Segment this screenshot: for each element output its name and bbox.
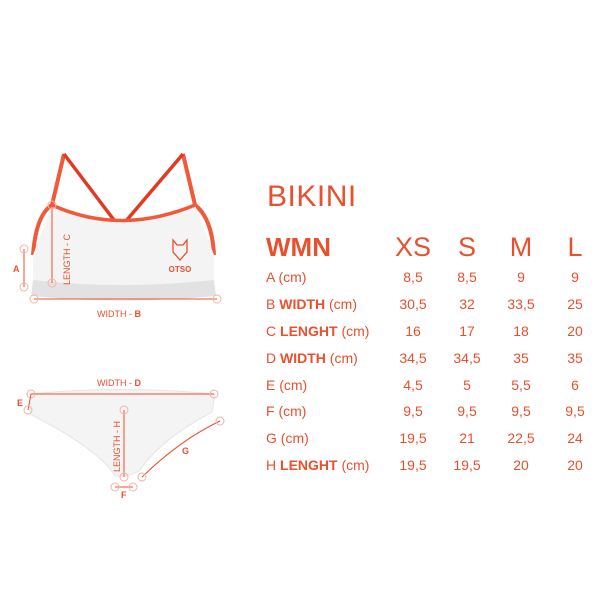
label-a: A bbox=[13, 264, 20, 274]
size-value: 21 bbox=[459, 430, 475, 447]
size-header: XS bbox=[394, 231, 432, 262]
bikini-top: OTSO A LENGTH - C WIDTH - B bbox=[13, 152, 222, 319]
size-table: WMN XS S M L A (cm) 8,5 8,5 9 9 B WIDTH (cm) 3… bbox=[266, 230, 602, 478]
size-value: 8,5 bbox=[403, 269, 423, 286]
measurement-label: G (cm) bbox=[266, 430, 309, 447]
size-value: 20 bbox=[567, 456, 583, 473]
measurement-label: A (cm) bbox=[266, 269, 307, 286]
size-value: 4,5 bbox=[403, 376, 423, 393]
otso-logo: OTSO bbox=[169, 238, 192, 274]
size-value: 6 bbox=[571, 376, 579, 393]
bikini-illustration: OTSO A LENGTH - C WIDTH - B WIDTH - D E … bbox=[13, 152, 225, 500]
size-header-row: WMN XS S M L bbox=[266, 230, 602, 264]
measurement-label: C LENGHT (cm) bbox=[266, 322, 370, 339]
size-value: 9 bbox=[517, 269, 525, 286]
size-value: 9 bbox=[571, 269, 579, 286]
label-h: LENGTH - H bbox=[112, 421, 122, 472]
table-row: A (cm) 8,5 8,5 9 9 bbox=[266, 264, 602, 291]
label-b: WIDTH - B bbox=[97, 309, 142, 319]
table-row: F (cm) 9,5 9,5 9,5 9,5 bbox=[266, 398, 602, 425]
table-row: B WIDTH (cm) 30,5 32 33,5 25 bbox=[266, 291, 602, 318]
table-row: D WIDTH (cm) 34,5 34,5 35 35 bbox=[266, 344, 602, 371]
size-value: 19,5 bbox=[399, 456, 427, 473]
size-value: 9,5 bbox=[511, 403, 531, 420]
size-value: 9,5 bbox=[403, 403, 423, 420]
label-g: G bbox=[182, 446, 189, 456]
size-value: 16 bbox=[405, 322, 421, 339]
size-value: 20 bbox=[567, 322, 583, 339]
table-row: C LENGHT (cm) 16 17 18 20 bbox=[266, 318, 602, 345]
measurement-label: D WIDTH (cm) bbox=[266, 349, 358, 366]
size-value: 19,5 bbox=[453, 456, 481, 473]
size-value: 9,5 bbox=[457, 403, 477, 420]
label-c: LENGTH - C bbox=[62, 233, 72, 285]
size-value: 5,5 bbox=[511, 376, 531, 393]
measurement-label: E (cm) bbox=[266, 376, 308, 393]
size-value: 35 bbox=[513, 349, 529, 366]
measurement-label: H LENGHT (cm) bbox=[266, 456, 370, 473]
label-f: F bbox=[121, 490, 127, 500]
size-value: 5 bbox=[463, 376, 471, 393]
label-d: WIDTH - D bbox=[97, 378, 142, 388]
size-value: 20 bbox=[513, 456, 529, 473]
measurement-label: F (cm) bbox=[266, 403, 307, 420]
bikini-bottom: WIDTH - D E LENGTH - H G F bbox=[17, 378, 225, 500]
size-value: 17 bbox=[459, 322, 475, 339]
chart-title: BIKINI bbox=[267, 180, 357, 213]
size-value: 22,5 bbox=[507, 430, 535, 447]
size-value: 33,5 bbox=[507, 296, 535, 313]
table-row: G (cm) 19,5 21 22,5 24 bbox=[266, 425, 602, 452]
svg-text:OTSO: OTSO bbox=[169, 265, 192, 274]
size-header: S bbox=[457, 231, 476, 262]
size-value: 8,5 bbox=[457, 269, 477, 286]
size-value: 34,5 bbox=[453, 349, 481, 366]
size-value: 18 bbox=[513, 322, 529, 339]
size-header: M bbox=[509, 231, 533, 262]
size-header: L bbox=[567, 231, 583, 262]
size-value: 30,5 bbox=[399, 296, 427, 313]
measurement-label: B WIDTH (cm) bbox=[266, 296, 358, 313]
table-row: H LENGHT (cm) 19,5 19,5 20 20 bbox=[266, 452, 602, 479]
size-value: 34,5 bbox=[399, 349, 427, 366]
gender-header: WMN bbox=[266, 231, 331, 262]
size-value: 19,5 bbox=[399, 430, 427, 447]
size-value: 35 bbox=[567, 349, 583, 366]
size-value: 24 bbox=[567, 430, 583, 447]
size-value: 25 bbox=[567, 296, 583, 313]
size-value: 9,5 bbox=[565, 403, 585, 420]
size-value: 32 bbox=[459, 296, 475, 313]
table-row: E (cm) 4,5 5 5,5 6 bbox=[266, 371, 602, 398]
label-e: E bbox=[17, 398, 23, 408]
